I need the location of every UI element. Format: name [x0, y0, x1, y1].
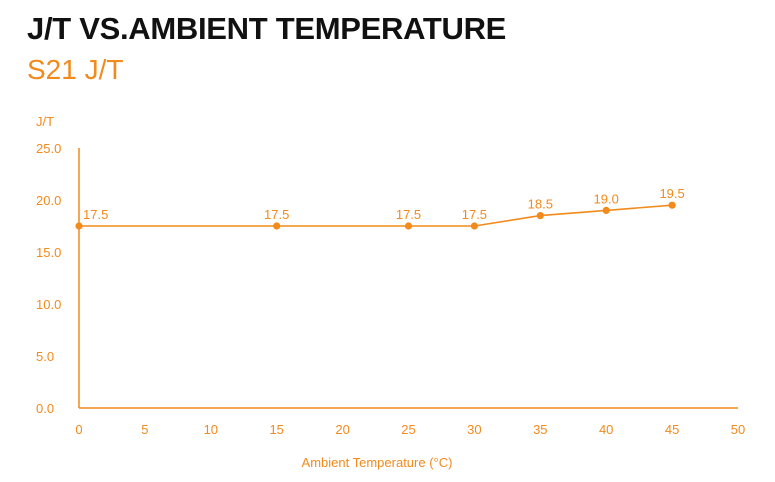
axes: [78, 148, 738, 409]
data-point: [668, 201, 676, 209]
x-tick-label: 5: [141, 422, 148, 437]
x-tick-label: 50: [731, 422, 745, 437]
series-line: [79, 204, 673, 227]
data-point: [404, 222, 413, 230]
chart-title: J/T VS.AMBIENT TEMPERATURE: [27, 11, 507, 46]
x-tick-label: 45: [665, 422, 679, 437]
y-tick-label: 0.0: [36, 401, 54, 416]
x-tick-label: 30: [467, 422, 481, 437]
x-tick-label: 35: [533, 422, 547, 437]
x-tick-label: 20: [335, 422, 349, 437]
x-tick-label: 0: [75, 422, 82, 437]
x-tick-label: 15: [269, 422, 283, 437]
x-tick-label: 40: [599, 422, 613, 437]
x-tick-label: 10: [204, 422, 218, 437]
y-tick-label: 25.0: [36, 141, 61, 156]
data-label: 17.5: [396, 207, 421, 222]
data-point: [75, 222, 83, 230]
data-label: 17.5: [83, 207, 108, 222]
data-label: 19.0: [594, 191, 619, 206]
data-label: 17.5: [462, 207, 487, 222]
data-point: [536, 212, 544, 220]
y-tick-label: 5.0: [36, 349, 54, 364]
y-tick-label: 20.0: [36, 193, 61, 208]
tick-labels: 0 5 10 15 20 25 30 35 40 45 50 0.0 5.0 10.0 15.0 20.0 25…: [36, 141, 745, 437]
x-tick-label: 25: [401, 422, 415, 437]
y-tick-label: 15.0: [36, 245, 61, 260]
y-tick-label: 10.0: [36, 297, 61, 312]
y-axis-label: J/T: [36, 114, 54, 129]
data-point: [273, 222, 281, 230]
data-point: [470, 222, 478, 230]
series-layer: 17.5 17.5 17.5 17.5 18.5 19.0 19.5: [75, 186, 685, 230]
data-label: 18.5: [528, 197, 553, 212]
data-label: 17.5: [264, 207, 289, 222]
chart-subtitle: S21 J/T: [27, 54, 124, 85]
data-point: [602, 206, 610, 214]
x-axis-label: Ambient Temperature (°C): [302, 455, 453, 470]
data-label: 19.5: [659, 186, 684, 201]
